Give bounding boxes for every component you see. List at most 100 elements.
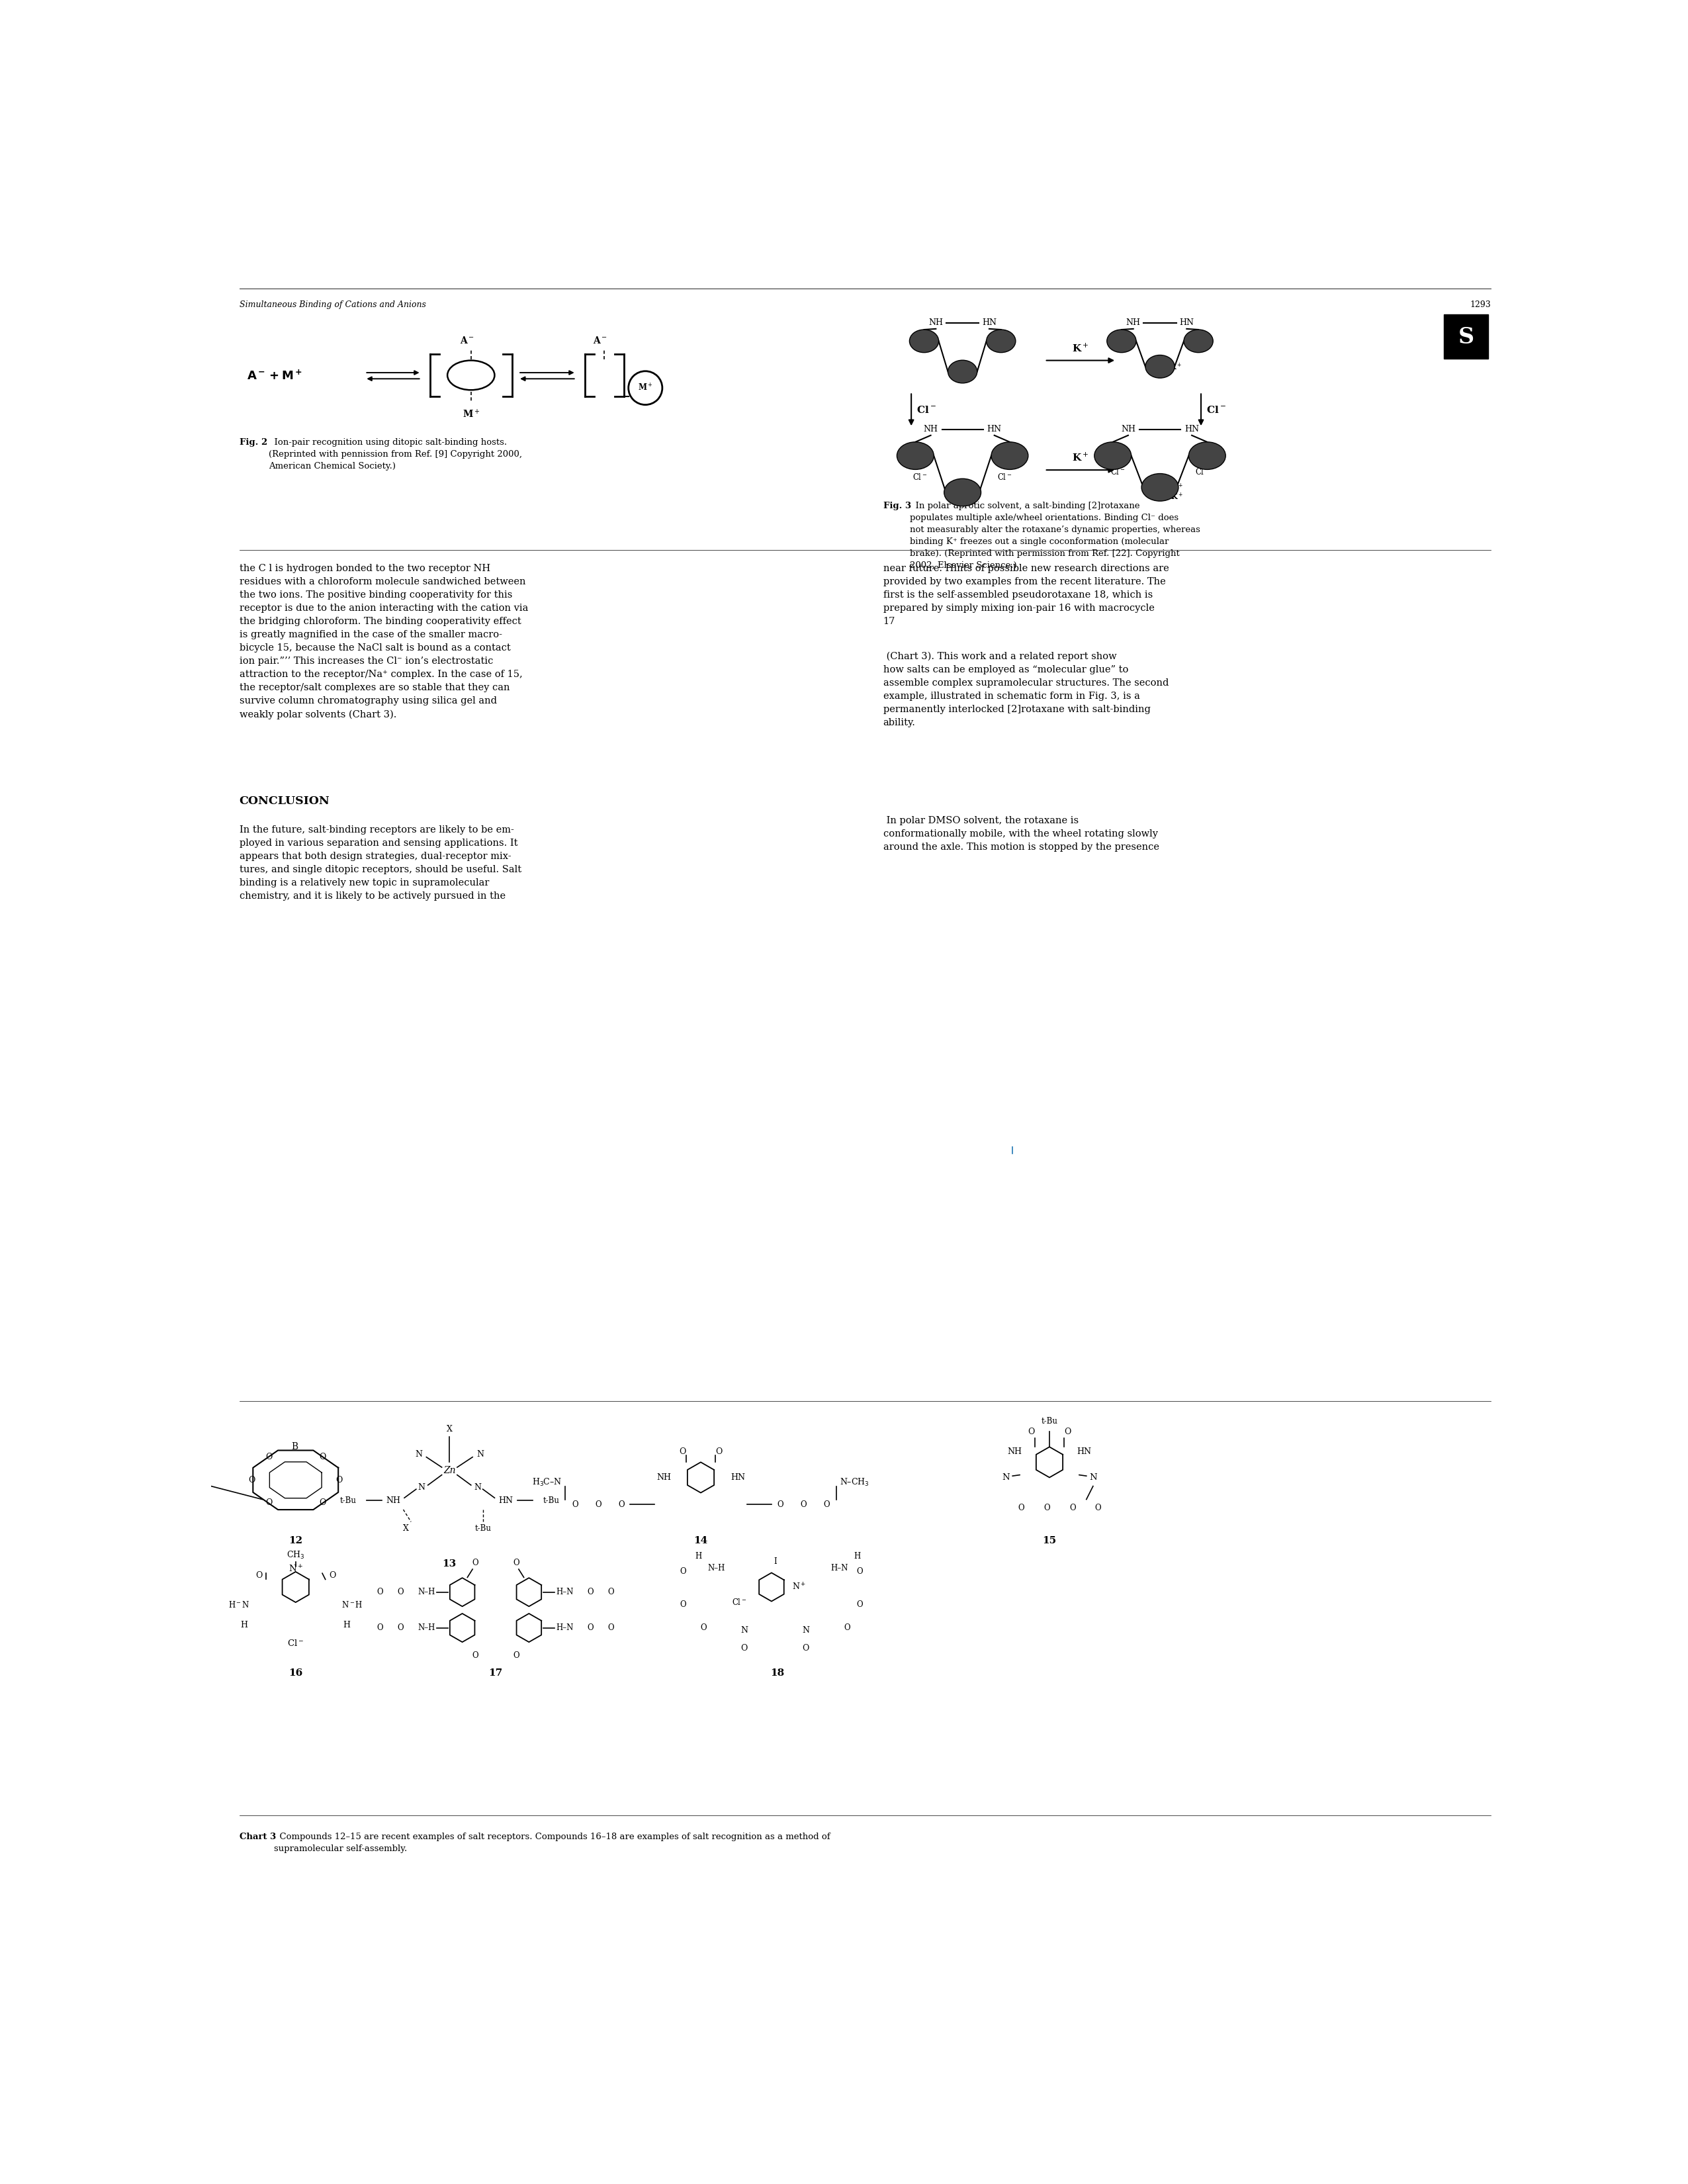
Text: K$^+$: K$^+$ bbox=[1170, 483, 1183, 491]
Text: O: O bbox=[473, 1559, 478, 1568]
Text: NH: NH bbox=[928, 319, 944, 328]
Text: NH: NH bbox=[387, 1496, 400, 1505]
Text: O: O bbox=[513, 1651, 520, 1660]
Text: H: H bbox=[695, 1553, 702, 1562]
Text: N: N bbox=[476, 1450, 484, 1459]
Text: H: H bbox=[241, 1621, 248, 1629]
Ellipse shape bbox=[910, 330, 939, 352]
Text: O: O bbox=[587, 1623, 594, 1631]
Text: B: B bbox=[292, 1441, 299, 1452]
Text: O: O bbox=[844, 1623, 851, 1631]
Text: O: O bbox=[680, 1568, 685, 1577]
Text: Fig. 2: Fig. 2 bbox=[240, 437, 267, 446]
Text: HN: HN bbox=[498, 1496, 513, 1505]
Text: O: O bbox=[255, 1570, 262, 1579]
Ellipse shape bbox=[1146, 356, 1175, 378]
Text: Compounds 12–15 are recent examples of salt receptors. Compounds 16–18 are examp: Compounds 12–15 are recent examples of s… bbox=[273, 1832, 830, 1854]
Text: O: O bbox=[701, 1623, 707, 1631]
Text: O: O bbox=[594, 1500, 601, 1509]
Text: O: O bbox=[1096, 1505, 1101, 1511]
Text: N$^+$: N$^+$ bbox=[792, 1581, 807, 1592]
Text: O: O bbox=[572, 1500, 579, 1509]
Text: O: O bbox=[248, 1476, 255, 1485]
Text: O: O bbox=[856, 1601, 863, 1610]
Text: O: O bbox=[680, 1601, 685, 1610]
Text: H–N: H–N bbox=[830, 1564, 847, 1572]
Ellipse shape bbox=[949, 360, 977, 382]
Text: N–H: N–H bbox=[417, 1623, 436, 1631]
Ellipse shape bbox=[1141, 474, 1178, 500]
Text: O: O bbox=[1028, 1428, 1035, 1435]
Text: NH: NH bbox=[1008, 1448, 1021, 1457]
Circle shape bbox=[628, 371, 662, 404]
Text: X: X bbox=[403, 1524, 408, 1533]
Text: Fig. 3: Fig. 3 bbox=[883, 502, 912, 511]
Text: O: O bbox=[473, 1651, 478, 1660]
Text: Cl$^-$: Cl$^-$ bbox=[917, 404, 937, 415]
Text: K$^+$: K$^+$ bbox=[1072, 343, 1089, 354]
Text: CONCLUSION: CONCLUSION bbox=[240, 795, 329, 806]
Text: O: O bbox=[319, 1498, 326, 1507]
Text: O: O bbox=[1018, 1505, 1025, 1511]
Text: O: O bbox=[398, 1623, 403, 1631]
Ellipse shape bbox=[1183, 330, 1214, 352]
Text: (Chart 3). This work and a related report show
how salts can be employed as “mol: (Chart 3). This work and a related repor… bbox=[883, 651, 1168, 727]
Text: H$_3$C–N: H$_3$C–N bbox=[532, 1476, 562, 1487]
Text: Zn: Zn bbox=[444, 1465, 456, 1476]
Text: 14: 14 bbox=[694, 1535, 707, 1546]
Text: Cl$^-$: Cl$^-$ bbox=[998, 472, 1013, 483]
Text: Cl$^-$: Cl$^-$ bbox=[1195, 467, 1210, 476]
Text: O: O bbox=[776, 1500, 783, 1509]
Text: Cl$^-$: Cl$^-$ bbox=[913, 472, 928, 483]
Text: O: O bbox=[800, 1500, 807, 1509]
Text: t-Bu: t-Bu bbox=[544, 1496, 559, 1505]
Text: 18: 18 bbox=[771, 1669, 785, 1677]
Text: O: O bbox=[1070, 1505, 1075, 1511]
Text: HN: HN bbox=[1180, 319, 1193, 328]
Text: M$^+$: M$^+$ bbox=[463, 408, 479, 419]
Text: N–CH$_3$: N–CH$_3$ bbox=[841, 1476, 869, 1487]
Text: S: S bbox=[1458, 328, 1474, 349]
Text: O: O bbox=[856, 1568, 863, 1577]
Text: N–H: N–H bbox=[707, 1564, 724, 1572]
Text: NH: NH bbox=[657, 1474, 672, 1481]
Text: K$^+$: K$^+$ bbox=[1170, 491, 1183, 502]
Text: near future. Hints of possible new research directions are
provided by two examp: near future. Hints of possible new resea… bbox=[883, 563, 1168, 627]
Ellipse shape bbox=[991, 441, 1028, 470]
Text: t-Bu: t-Bu bbox=[474, 1524, 491, 1533]
Text: O: O bbox=[824, 1500, 829, 1509]
Ellipse shape bbox=[896, 441, 933, 470]
Text: 13: 13 bbox=[442, 1559, 456, 1568]
Text: NH: NH bbox=[923, 426, 939, 435]
Text: O: O bbox=[329, 1570, 336, 1579]
Text: t-Bu: t-Bu bbox=[1041, 1417, 1058, 1426]
Text: I: I bbox=[773, 1557, 776, 1566]
Text: HN: HN bbox=[1185, 426, 1198, 435]
Ellipse shape bbox=[986, 330, 1016, 352]
Ellipse shape bbox=[944, 478, 981, 507]
Text: N: N bbox=[417, 1483, 425, 1492]
Text: N: N bbox=[474, 1483, 481, 1492]
Text: In the future, salt-binding receptors are likely to be em-
ployed in various sep: In the future, salt-binding receptors ar… bbox=[240, 826, 522, 900]
Text: 1293: 1293 bbox=[1470, 299, 1491, 308]
Text: 15: 15 bbox=[1043, 1535, 1057, 1546]
Text: In polar DMSO solvent, the rotaxane is
conformationally mobile, with the wheel r: In polar DMSO solvent, the rotaxane is c… bbox=[883, 817, 1160, 852]
Text: N$^-$H: N$^-$H bbox=[341, 1601, 363, 1610]
Text: O: O bbox=[1043, 1505, 1050, 1511]
Text: O: O bbox=[618, 1500, 625, 1509]
Text: NH: NH bbox=[1126, 319, 1141, 328]
Ellipse shape bbox=[1094, 441, 1131, 470]
Text: Simultaneous Binding of Cations and Anions: Simultaneous Binding of Cations and Anio… bbox=[240, 299, 425, 308]
Text: O: O bbox=[319, 1452, 326, 1461]
Text: HN: HN bbox=[1077, 1448, 1092, 1457]
Text: X: X bbox=[447, 1424, 452, 1433]
Text: N: N bbox=[741, 1627, 748, 1634]
Text: CH$_3$: CH$_3$ bbox=[287, 1551, 306, 1559]
Text: In polar aprotic solvent, a salt-binding [2]rotaxane
populates multiple axle/whe: In polar aprotic solvent, a salt-binding… bbox=[910, 502, 1200, 570]
Text: A$^-$: A$^-$ bbox=[459, 334, 474, 345]
Ellipse shape bbox=[1107, 330, 1136, 352]
Text: 16: 16 bbox=[289, 1669, 302, 1677]
Text: t-Bu: t-Bu bbox=[339, 1496, 356, 1505]
Text: N: N bbox=[1003, 1474, 1009, 1481]
Text: A$^-$: A$^-$ bbox=[592, 334, 608, 345]
